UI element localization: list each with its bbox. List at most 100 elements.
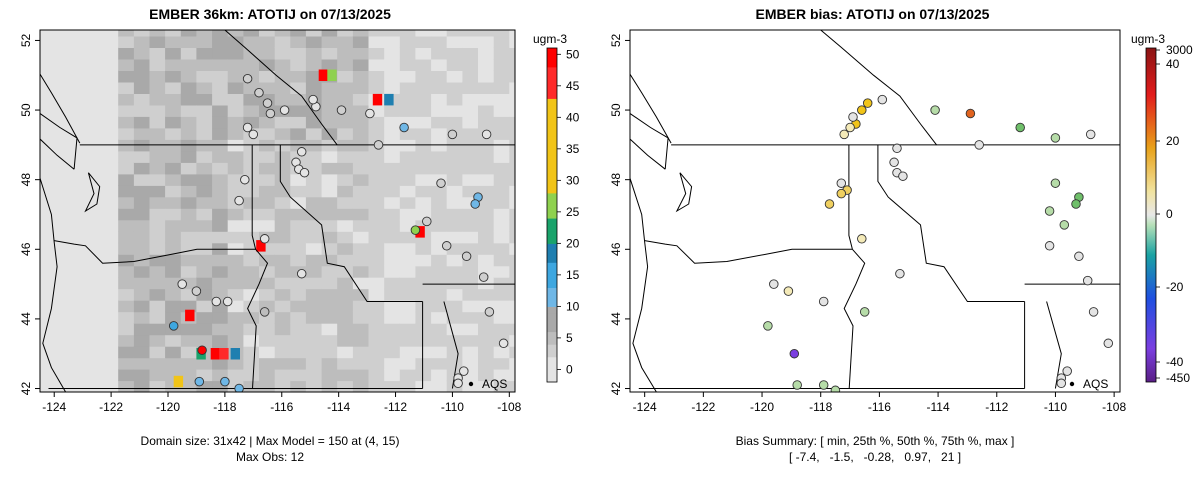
observation-point bbox=[234, 195, 244, 206]
model-grid-cell bbox=[274, 70, 291, 83]
model-grid-cell bbox=[86, 219, 104, 232]
bias-point bbox=[857, 105, 867, 115]
model-grid-cell bbox=[352, 369, 370, 382]
model-grid-cell bbox=[446, 35, 463, 48]
left-model-grid bbox=[40, 30, 515, 392]
observation-point bbox=[481, 129, 492, 140]
model-grid-cell bbox=[40, 30, 57, 37]
model-grid-cell bbox=[227, 173, 244, 186]
model-grid-cell bbox=[149, 127, 166, 140]
model-grid-cell bbox=[40, 70, 57, 83]
model-grid-cell bbox=[102, 357, 119, 370]
model-grid-cell bbox=[352, 104, 370, 117]
model-grid-cell bbox=[196, 231, 213, 244]
model-grid-cell bbox=[133, 185, 151, 198]
model-grid-cell bbox=[462, 277, 479, 290]
model-grid-cell bbox=[352, 265, 370, 278]
x-tick-label: -116 bbox=[868, 400, 891, 414]
x-tick-label: -116 bbox=[270, 400, 293, 414]
model-grid-cell bbox=[290, 47, 307, 60]
bias-point bbox=[818, 380, 829, 390]
observation-point bbox=[470, 199, 480, 209]
model-grid-cell bbox=[102, 104, 119, 117]
observation-point bbox=[262, 98, 273, 108]
model-grid-cell bbox=[321, 185, 338, 198]
right-plot-frame bbox=[629, 29, 1121, 393]
model-grid-cell bbox=[55, 323, 72, 336]
model-grid-cell bbox=[399, 196, 416, 209]
left-axes: -124 -122 -120 -118 -116 -114 -112 -110 -108 42 44… bbox=[19, 33, 522, 414]
model-grid-cell bbox=[227, 219, 244, 232]
model-grid-cell bbox=[40, 334, 57, 347]
colorbar-segment bbox=[547, 98, 557, 106]
model-grid-cell bbox=[478, 196, 495, 209]
colorbar-segment bbox=[547, 350, 557, 358]
colorbar-segment bbox=[547, 237, 557, 244]
model-grid-cell bbox=[415, 334, 432, 347]
model-grid-cell bbox=[368, 277, 385, 290]
model-grid-cell bbox=[274, 150, 291, 163]
boundary-line bbox=[675, 172, 693, 213]
model-grid-cell bbox=[446, 185, 463, 198]
model-grid-cell bbox=[446, 58, 463, 71]
y-tick-label: 52 bbox=[609, 33, 623, 47]
model-grid-cell bbox=[180, 47, 197, 60]
model-grid-cell bbox=[462, 70, 479, 83]
colorbar-segment bbox=[547, 192, 557, 200]
colorbar-segment bbox=[547, 161, 557, 169]
model-grid-cell bbox=[352, 208, 370, 221]
model-grid-cell bbox=[274, 30, 291, 37]
model-grid-cell bbox=[71, 265, 88, 278]
left-map-panel: -124 -122 -120 -118 -116 -114 -112 -110 -108 42 44… bbox=[19, 29, 522, 414]
model-grid-cell bbox=[321, 35, 338, 48]
model-grid-cell bbox=[446, 265, 463, 278]
model-grid-cell bbox=[509, 93, 515, 106]
model-grid-cell bbox=[227, 127, 244, 140]
model-grid-cell bbox=[368, 58, 385, 71]
model-grid-cell bbox=[227, 369, 244, 382]
model-grid-cell bbox=[71, 116, 88, 129]
model-hot-cell bbox=[327, 69, 337, 81]
model-grid-cell bbox=[509, 323, 515, 336]
model-grid-cell bbox=[149, 265, 166, 278]
model-grid-cell bbox=[321, 150, 338, 163]
model-grid-cell bbox=[133, 81, 151, 94]
model-grid-cell bbox=[384, 47, 401, 60]
colorbar-tick-label: 30 bbox=[566, 173, 580, 187]
model-grid-cell bbox=[462, 35, 479, 48]
model-grid-cell bbox=[102, 277, 119, 290]
model-grid-cell bbox=[165, 162, 182, 175]
model-grid-cell bbox=[180, 185, 197, 198]
colorbar-segment bbox=[547, 66, 557, 74]
model-grid-cell bbox=[86, 81, 104, 94]
model-grid-cell bbox=[165, 208, 182, 221]
model-grid-cell bbox=[305, 162, 323, 175]
model-grid-cell bbox=[165, 242, 182, 255]
model-grid-cell bbox=[384, 254, 401, 267]
model-grid-cell bbox=[86, 288, 104, 301]
model-grid-cell bbox=[118, 196, 135, 209]
model-hot-cell bbox=[219, 348, 229, 360]
model-grid-cell bbox=[431, 35, 448, 48]
model-grid-cell bbox=[118, 208, 135, 221]
bias-point bbox=[930, 105, 940, 115]
model-grid-cell bbox=[384, 35, 401, 48]
colorbar-segment bbox=[547, 85, 557, 93]
model-grid-cell bbox=[133, 116, 151, 129]
model-grid-cell bbox=[55, 242, 72, 255]
model-grid-cell bbox=[227, 81, 244, 94]
model-grid-cell bbox=[165, 196, 182, 209]
model-grid-cell bbox=[415, 104, 432, 117]
model-grid-cell bbox=[196, 58, 213, 71]
model-grid-cell bbox=[86, 208, 104, 221]
model-hot-cell bbox=[415, 226, 425, 238]
model-grid-cell bbox=[102, 30, 119, 37]
bias-point bbox=[783, 286, 794, 296]
model-grid-cell bbox=[40, 127, 57, 140]
boundary-line bbox=[54, 240, 256, 264]
model-grid-cell bbox=[71, 127, 88, 140]
model-grid-cell bbox=[415, 162, 432, 175]
model-grid-cell bbox=[102, 173, 119, 186]
model-grid-cell bbox=[212, 35, 229, 48]
model-grid-cell bbox=[305, 208, 323, 221]
